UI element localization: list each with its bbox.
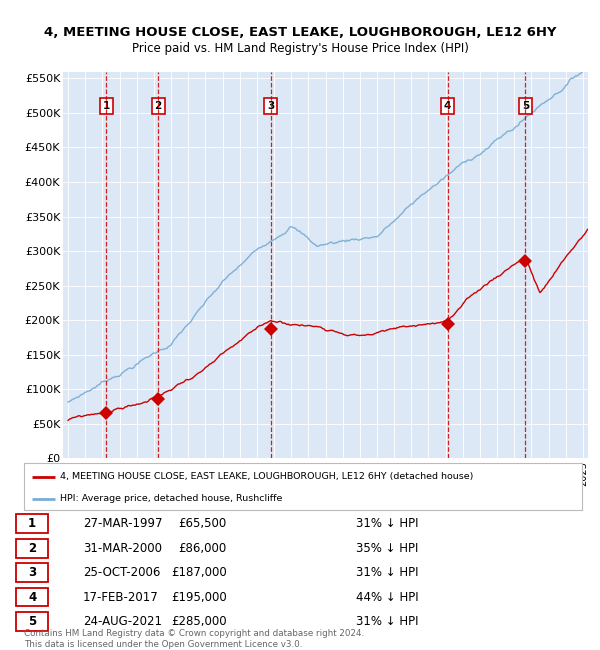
Text: 3: 3	[28, 566, 36, 579]
Text: 4: 4	[444, 101, 451, 111]
Text: 31-MAR-2000: 31-MAR-2000	[83, 541, 162, 554]
Text: 5: 5	[522, 101, 529, 111]
Text: £86,000: £86,000	[178, 541, 227, 554]
Text: 2: 2	[28, 541, 36, 554]
FancyBboxPatch shape	[16, 588, 49, 606]
Text: £187,000: £187,000	[171, 566, 227, 579]
Text: 4: 4	[28, 591, 36, 604]
Text: £195,000: £195,000	[171, 591, 227, 604]
Text: Contains HM Land Registry data © Crown copyright and database right 2024.
This d: Contains HM Land Registry data © Crown c…	[24, 629, 364, 649]
Text: 3: 3	[267, 101, 274, 111]
Text: 35% ↓ HPI: 35% ↓ HPI	[356, 541, 419, 554]
Text: 4, MEETING HOUSE CLOSE, EAST LEAKE, LOUGHBOROUGH, LE12 6HY (detached house): 4, MEETING HOUSE CLOSE, EAST LEAKE, LOUG…	[60, 472, 473, 481]
Text: 4, MEETING HOUSE CLOSE, EAST LEAKE, LOUGHBOROUGH, LE12 6HY: 4, MEETING HOUSE CLOSE, EAST LEAKE, LOUG…	[44, 26, 556, 39]
Text: Price paid vs. HM Land Registry's House Price Index (HPI): Price paid vs. HM Land Registry's House …	[131, 42, 469, 55]
Text: 31% ↓ HPI: 31% ↓ HPI	[356, 517, 419, 530]
Text: £65,500: £65,500	[178, 517, 227, 530]
FancyBboxPatch shape	[16, 612, 49, 631]
Text: 2: 2	[155, 101, 162, 111]
Text: 31% ↓ HPI: 31% ↓ HPI	[356, 615, 419, 628]
Text: 1: 1	[28, 517, 36, 530]
FancyBboxPatch shape	[16, 514, 49, 533]
Text: 17-FEB-2017: 17-FEB-2017	[83, 591, 158, 604]
Text: 5: 5	[28, 615, 36, 628]
Text: 1: 1	[103, 101, 110, 111]
Text: 31% ↓ HPI: 31% ↓ HPI	[356, 566, 419, 579]
Text: 25-OCT-2006: 25-OCT-2006	[83, 566, 160, 579]
Text: HPI: Average price, detached house, Rushcliffe: HPI: Average price, detached house, Rush…	[60, 494, 283, 503]
FancyBboxPatch shape	[16, 539, 49, 558]
Text: 27-MAR-1997: 27-MAR-1997	[83, 517, 163, 530]
Text: £285,000: £285,000	[171, 615, 227, 628]
Text: 44% ↓ HPI: 44% ↓ HPI	[356, 591, 419, 604]
FancyBboxPatch shape	[16, 564, 49, 582]
Text: 24-AUG-2021: 24-AUG-2021	[83, 615, 162, 628]
